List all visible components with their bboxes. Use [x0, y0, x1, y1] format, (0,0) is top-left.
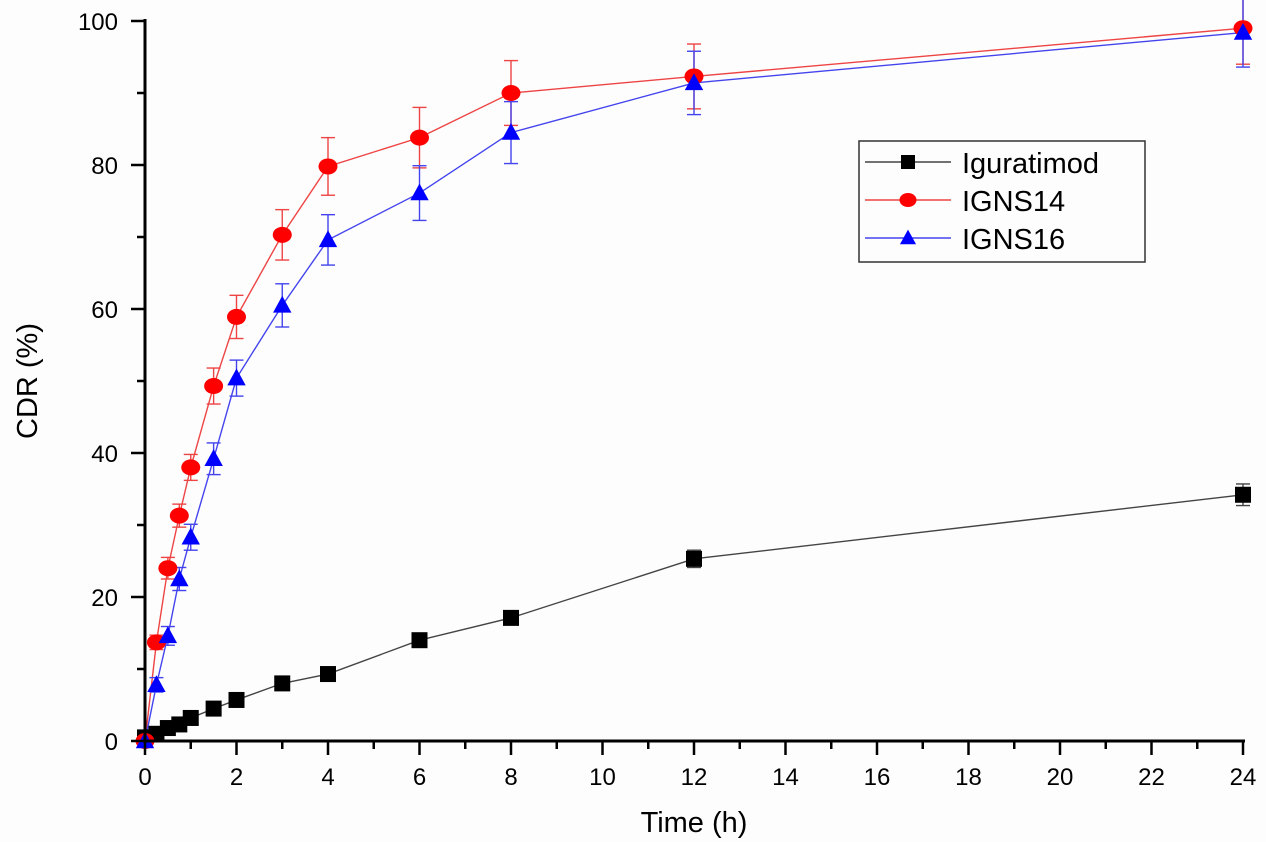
- y-tick-label: 40: [91, 441, 118, 468]
- x-tick-label: 24: [1230, 764, 1257, 791]
- legend-label-iguratimod: Iguratimod: [962, 148, 1099, 180]
- data-point-iguratimod: [205, 700, 222, 717]
- data-point-iguratimod: [1235, 486, 1251, 503]
- data-point-igns16: [410, 183, 429, 201]
- axes: [143, 19, 1245, 743]
- data-point-igns14: [158, 560, 178, 577]
- x-tick-label: 0: [138, 764, 151, 791]
- data-point-igns14: [227, 308, 246, 325]
- data-point-igns16: [181, 527, 200, 545]
- x-tick-label: 22: [1138, 764, 1165, 791]
- x-axis-title: Time (h): [641, 807, 748, 839]
- y-tick-label: 80: [91, 153, 118, 180]
- data-point-igns14: [204, 378, 224, 395]
- y-tick-label: 60: [91, 297, 118, 324]
- legend-marker-igns16: [899, 229, 917, 245]
- data-point-iguratimod: [503, 609, 519, 626]
- series-line-igns14: [144, 27, 1244, 742]
- data-point-igns14: [501, 85, 521, 101]
- x-tick-label: 4: [321, 764, 334, 791]
- data-point-igns16: [501, 123, 521, 140]
- data-point-igns16: [147, 675, 166, 693]
- data-point-iguratimod: [686, 550, 702, 567]
- data-point-igns16: [684, 73, 704, 91]
- data-point-iguratimod: [274, 675, 291, 692]
- data-point-igns14: [272, 226, 292, 243]
- legend-marker-igns14: [899, 193, 917, 207]
- data-point-igns14: [169, 507, 189, 524]
- series-lines: [144, 27, 1244, 742]
- y-tick-label: 20: [91, 585, 118, 612]
- data-point-iguratimod: [182, 709, 199, 726]
- series-line-iguratimod: [144, 494, 1244, 739]
- y-ticks: 0 20 40 60 80 100: [78, 9, 145, 756]
- data-point-igns14: [410, 129, 429, 146]
- x-ticks: 0 2 4 6 8 10 12 14 16 18 20 22 24: [138, 741, 1256, 791]
- series-line-igns16: [144, 31, 1244, 742]
- data-point-igns16: [204, 449, 223, 466]
- legend-label-igns16: IGNS16: [962, 224, 1065, 256]
- x-tick-label: 6: [413, 764, 426, 791]
- data-point-igns16: [170, 569, 189, 587]
- x-tick-label: 12: [681, 764, 708, 791]
- data-point-igns16: [273, 295, 292, 313]
- data-point-igns14: [181, 459, 201, 476]
- legend-label-igns14: IGNS14: [962, 186, 1065, 218]
- data-point-igns16: [318, 230, 338, 248]
- y-tick-label: 100: [78, 9, 118, 36]
- y-axis-title: CDR (%): [12, 323, 44, 439]
- data-point-igns16: [227, 368, 246, 386]
- legend-marker-iguratimod: [901, 155, 915, 169]
- error-bars: [149, 0, 1250, 722]
- data-point-igns14: [318, 158, 338, 175]
- data-point-igns14: [146, 634, 166, 651]
- series-markers: [135, 20, 1253, 749]
- legend: Iguratimod IGNS14 IGNS16: [858, 140, 1146, 263]
- x-tick-label: 8: [504, 764, 517, 791]
- data-point-iguratimod: [411, 632, 428, 649]
- x-tick-label: 2: [230, 764, 243, 791]
- x-tick-label: 10: [589, 764, 616, 791]
- x-tick-label: 16: [864, 764, 891, 791]
- x-tick-label: 14: [772, 764, 799, 791]
- data-point-igns16: [158, 626, 178, 644]
- data-point-iguratimod: [228, 691, 245, 708]
- data-point-igns16: [1233, 22, 1253, 40]
- x-tick-label: 18: [955, 764, 982, 791]
- data-point-iguratimod: [320, 666, 336, 683]
- y-tick-label: 0: [105, 729, 118, 756]
- x-tick-label: 20: [1047, 764, 1074, 791]
